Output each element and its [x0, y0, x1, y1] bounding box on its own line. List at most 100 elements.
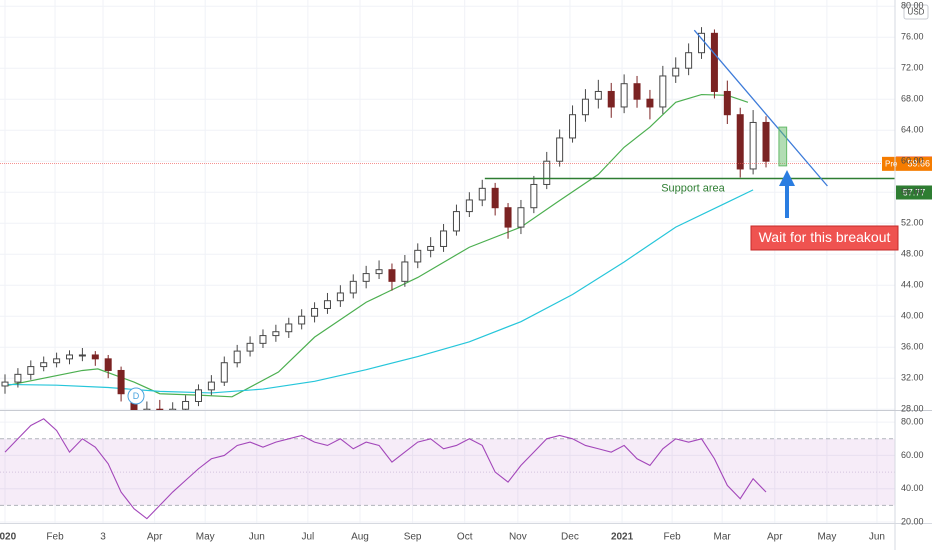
- candle-body: [749, 121, 757, 170]
- candle-body: [104, 358, 112, 371]
- y-tick-label: 60.00: [901, 156, 924, 166]
- target-box: [778, 126, 788, 167]
- arrow-head: [779, 170, 795, 186]
- candle-body: [388, 269, 396, 282]
- support-tag: [896, 185, 932, 200]
- candle-body: [427, 245, 435, 251]
- x-tick-label: Oct: [457, 532, 473, 543]
- y-tick-label: 48.00: [901, 249, 924, 259]
- event-marker-label: D: [133, 391, 140, 401]
- x-tick-label: May: [196, 532, 215, 543]
- candle-body: [91, 354, 99, 360]
- moving-average: [4, 93, 749, 398]
- currency-box[interactable]: [903, 4, 929, 20]
- candle-body: [143, 408, 151, 410]
- candle-body: [194, 389, 202, 402]
- candle-body: [40, 362, 48, 368]
- event-marker[interactable]: [127, 387, 145, 405]
- x-tick-label: Feb: [46, 532, 64, 543]
- y-tick-label: 20.00: [901, 516, 924, 526]
- candle-body: [569, 114, 577, 139]
- candle-body: [375, 269, 383, 275]
- candle-body: [285, 323, 293, 333]
- y-tick-label: 80.00: [901, 417, 924, 427]
- candle-body: [156, 408, 164, 410]
- candle-body: [259, 335, 267, 344]
- candle-body: [530, 183, 538, 209]
- candle-body: [401, 261, 409, 282]
- candle-body: [685, 52, 693, 69]
- candle-body: [207, 381, 215, 391]
- candle-body: [27, 366, 35, 375]
- x-tick-label: Apr: [147, 532, 163, 543]
- y-tick-label: 32.00: [901, 373, 924, 383]
- candle-body: [14, 373, 22, 383]
- candle-body: [53, 358, 61, 364]
- candle-body: [581, 98, 589, 116]
- y-tick-label: 64.00: [901, 125, 924, 135]
- candle-body: [620, 83, 628, 108]
- candle-body: [659, 75, 667, 108]
- candle-body: [452, 211, 460, 232]
- pre-price-label: 59.66: [907, 159, 930, 169]
- candle-body: [517, 207, 525, 228]
- candle-body: [78, 354, 86, 357]
- x-tick-label: Jul: [301, 532, 314, 543]
- candle-body: [311, 307, 319, 317]
- x-tick-label: May: [817, 532, 836, 543]
- y-tick-label: 72.00: [901, 63, 924, 73]
- y-tick-label: 28.00: [901, 404, 924, 414]
- candle-body: [65, 354, 73, 360]
- rsi-pane: [0, 418, 895, 520]
- candle-body: [440, 230, 448, 247]
- candle-body: [710, 32, 718, 92]
- x-tick-label: Jun: [249, 532, 265, 543]
- candle-body: [169, 408, 177, 410]
- y-tick-label: 52.00: [901, 218, 924, 228]
- candle-body: [272, 331, 280, 337]
- pre-tag: Pre: [885, 159, 898, 168]
- candle-body: [478, 187, 486, 201]
- candle-body: [736, 114, 744, 170]
- candle-body: [504, 207, 512, 228]
- y-tick-label: 80.00: [901, 1, 924, 11]
- candle-body: [362, 273, 370, 282]
- candle-body: [543, 160, 551, 185]
- candle-body: [323, 300, 331, 309]
- candle-body: [594, 90, 602, 100]
- candle-body: [336, 292, 344, 302]
- y-tick-label: 68.00: [901, 94, 924, 104]
- support-price-label: 57.77: [903, 187, 926, 197]
- rsi-line: [4, 418, 767, 520]
- candle-body: [414, 249, 422, 263]
- candle-body: [646, 98, 654, 108]
- candle-body: [723, 90, 731, 116]
- grid: [0, 0, 895, 523]
- x-tick-label: Nov: [509, 532, 527, 543]
- x-tick-label: Apr: [767, 532, 783, 543]
- candle-body: [349, 280, 357, 294]
- candle-body: [246, 342, 254, 352]
- y-tick-label: 36.00: [901, 342, 924, 352]
- y-tick-label: 56.00: [901, 187, 924, 197]
- candle-body: [633, 83, 641, 100]
- candle-body: [1, 381, 9, 387]
- x-tick-label: Mar: [714, 532, 732, 543]
- x-tick-label: Dec: [561, 532, 579, 543]
- candle-body: [233, 350, 241, 364]
- y-tick-label: 40.00: [901, 311, 924, 321]
- y-tick-label: 76.00: [901, 32, 924, 42]
- candle-body: [607, 90, 615, 108]
- candle-body: [298, 315, 306, 325]
- callout-text: Wait for this breakout: [759, 229, 891, 245]
- support-text: Support area: [661, 182, 725, 194]
- candle-body: [672, 67, 680, 77]
- candle-body: [465, 199, 473, 213]
- y-tick-label: 40.00: [901, 483, 924, 493]
- x-tick-label: 3: [100, 532, 106, 543]
- y-tick-label: 44.00: [901, 280, 924, 290]
- trendline: [693, 29, 828, 187]
